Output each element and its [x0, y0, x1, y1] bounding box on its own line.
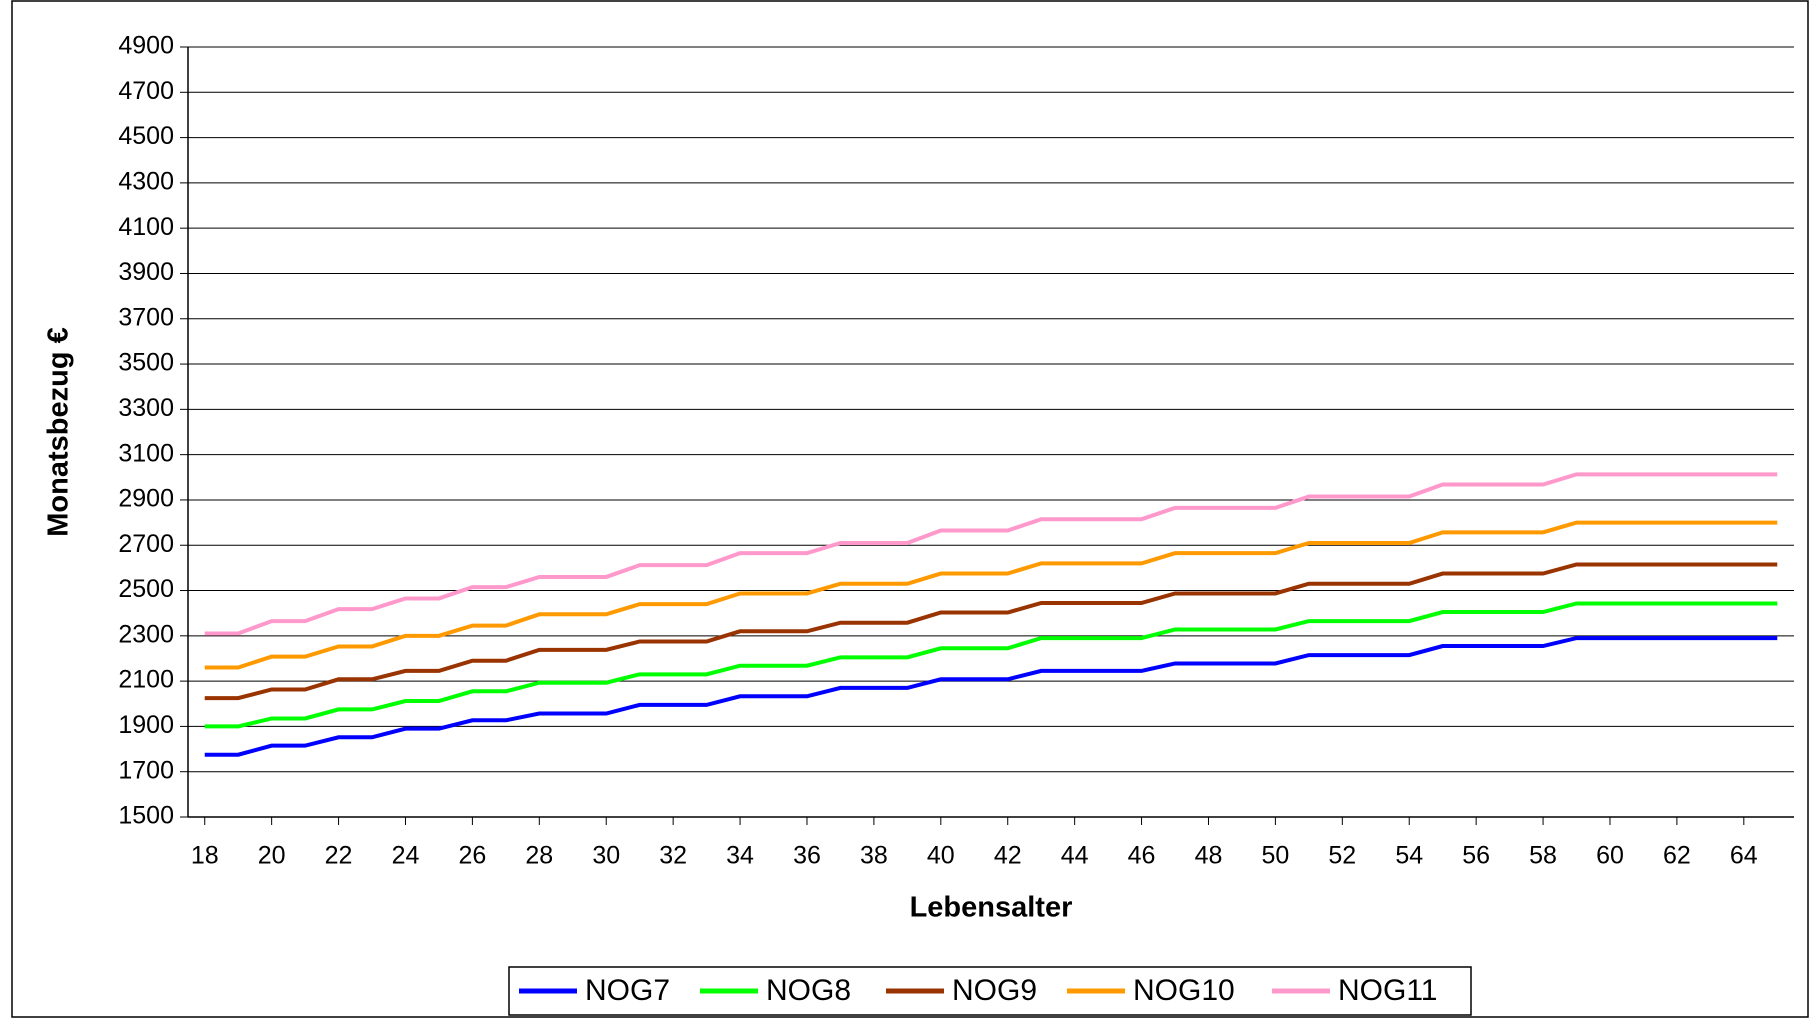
x-tick-label: 50	[1261, 842, 1289, 870]
y-tick-label: 3300	[118, 394, 174, 422]
x-axis-title: Lebensalter	[910, 892, 1073, 924]
y-tick-label: 2500	[118, 575, 174, 603]
x-tick-label: 62	[1663, 842, 1691, 870]
y-tick-label: 2900	[118, 485, 174, 513]
y-tick-label: 2300	[118, 620, 174, 648]
x-tick-label: 32	[659, 842, 687, 870]
legend-label: NOG9	[952, 974, 1037, 1007]
legend-label: NOG8	[766, 974, 851, 1007]
series-line	[204, 472, 1778, 636]
x-tick-label: 64	[1730, 842, 1758, 870]
x-tick-label: 24	[392, 842, 420, 870]
x-tick-label: 44	[1061, 842, 1089, 870]
x-tick-label: 60	[1596, 842, 1624, 870]
chart-border	[11, 0, 1809, 1018]
y-tick-label: 3500	[118, 349, 174, 377]
legend-label: NOG10	[1133, 974, 1235, 1007]
y-tick-label: 4500	[118, 122, 174, 150]
y-tick-label: 2700	[118, 530, 174, 558]
legend-label: NOG7	[585, 974, 670, 1007]
series-line	[204, 601, 1778, 729]
x-tick-label: 34	[726, 842, 754, 870]
x-tick-label: 36	[793, 842, 821, 870]
y-tick-label: 1700	[118, 756, 174, 784]
y-tick-label: 1500	[118, 802, 174, 830]
legend-label: NOG11	[1338, 974, 1437, 1007]
x-tick-label: 28	[525, 842, 553, 870]
y-tick-label: 2100	[118, 666, 174, 694]
x-tick-label: 42	[994, 842, 1022, 870]
y-tick-label: 1900	[118, 711, 174, 739]
x-tick-label: 54	[1395, 842, 1423, 870]
series-line	[204, 520, 1778, 670]
x-tick-label: 18	[191, 842, 219, 870]
series-line	[204, 562, 1778, 701]
x-tick-label: 30	[592, 842, 620, 870]
x-tick-label: 26	[458, 842, 486, 870]
x-tick-label: 22	[325, 842, 353, 870]
series-line	[204, 636, 1778, 757]
y-tick-label: 3100	[118, 439, 174, 467]
x-tick-label: 38	[860, 842, 888, 870]
x-tick-label: 20	[258, 842, 286, 870]
x-tick-label: 46	[1128, 842, 1156, 870]
y-tick-label: 4100	[118, 213, 174, 241]
y-tick-label: 4900	[118, 32, 174, 60]
x-tick-label: 58	[1529, 842, 1557, 870]
x-tick-label: 56	[1462, 842, 1490, 870]
x-tick-label: 48	[1195, 842, 1223, 870]
y-axis-title: Monatsbezug €	[43, 327, 75, 536]
x-tick-label: 52	[1328, 842, 1356, 870]
y-tick-label: 3700	[118, 303, 174, 331]
x-tick-label: 40	[927, 842, 955, 870]
y-tick-label: 4300	[118, 167, 174, 195]
y-tick-label: 4700	[118, 77, 174, 105]
y-tick-label: 3900	[118, 258, 174, 286]
